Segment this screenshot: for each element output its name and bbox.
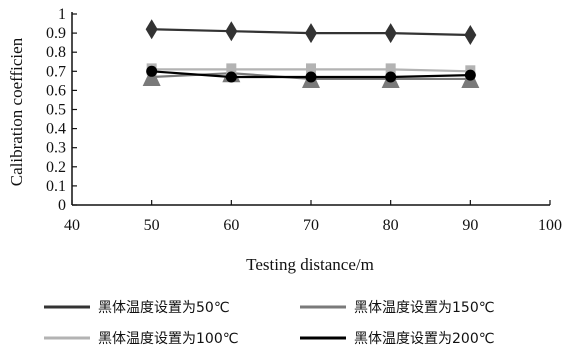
series-50c-point [305, 23, 317, 44]
series-50c [145, 19, 477, 46]
series-200c-point [464, 69, 476, 81]
x-tick-label: 100 [538, 217, 562, 234]
y-tick-label: 0.5 [46, 102, 66, 119]
y-tick-label: 0.3 [46, 140, 66, 157]
series-50c-point [145, 19, 158, 40]
series-200c-point [225, 71, 237, 83]
series-50c-point [225, 21, 238, 42]
y-tick-label: 1 [58, 6, 66, 23]
series-200c-point [385, 71, 397, 83]
x-tick-label: 80 [383, 217, 399, 234]
x-tick-label: 60 [223, 217, 239, 234]
legend-item-150c: 黑体温度设置为150℃ [300, 300, 494, 316]
axes: 0 0.1 0.2 0.3 0.4 0.5 0.6 0.7 0.8 0.9 1 40 50 60 70 80 9… [46, 6, 562, 234]
x-tick-label: 50 [144, 217, 160, 234]
legend-label: 黑体温度设置为150℃ [354, 300, 494, 316]
legend-item-100c: 黑体温度设置为100℃ [44, 331, 238, 347]
x-tick-label: 40 [64, 217, 80, 234]
series-200c [146, 65, 476, 83]
legend-item-50c: 黑体温度设置为50℃ [44, 300, 230, 316]
y-tick-label: 0.9 [46, 25, 66, 42]
x-tick-label: 90 [462, 217, 478, 234]
x-axis-title: Testing distance/m [246, 255, 374, 274]
legend: 黑体温度设置为50℃ 黑体温度设置为150℃ 黑体温度设置为100℃ 黑体温度设置为2… [44, 300, 494, 347]
series-50c-point [464, 25, 477, 46]
series-100c-point [385, 63, 396, 76]
y-axis-title: Calibration coefficien [7, 37, 26, 186]
plot-marks [142, 19, 480, 88]
y-tick-label: 0.6 [46, 82, 66, 99]
legend-label: 黑体温度设置为100℃ [98, 331, 238, 347]
series-50c-point [384, 23, 397, 44]
legend-label: 黑体温度设置为50℃ [98, 300, 230, 316]
legend-label: 黑体温度设置为200℃ [354, 331, 494, 347]
y-tick-label: 0.8 [46, 44, 66, 61]
y-tick-label: 0.1 [46, 178, 66, 195]
series-200c-point [146, 65, 158, 77]
series-100c-point [306, 63, 316, 76]
series-100c-point [226, 63, 237, 76]
x-tick-label: 70 [303, 217, 319, 234]
y-tick-label: 0.7 [46, 63, 66, 80]
legend-item-200c: 黑体温度设置为200℃ [300, 331, 494, 347]
y-tick-label: 0.4 [46, 121, 66, 138]
y-tick-label: 0 [58, 197, 66, 214]
y-tick-label: 0.2 [46, 159, 66, 176]
series-200c-point [305, 71, 317, 83]
